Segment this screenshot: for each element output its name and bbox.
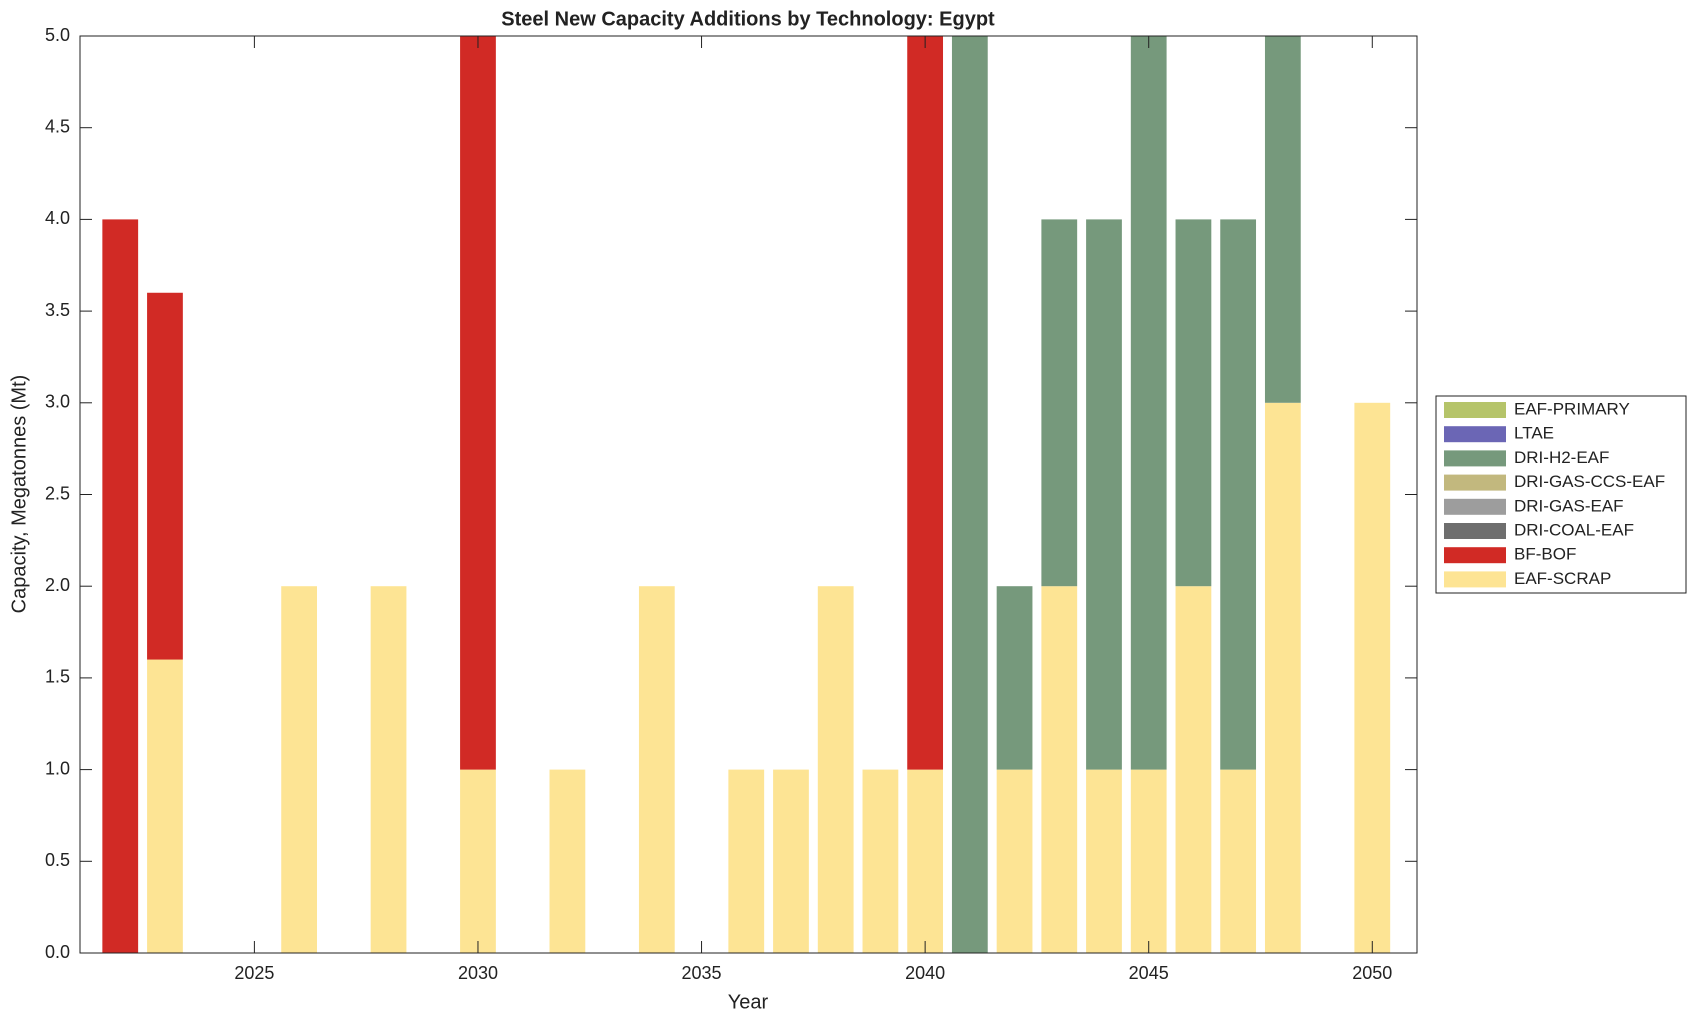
legend-swatch xyxy=(1444,402,1506,418)
bar-segment xyxy=(147,292,183,660)
legend-swatch xyxy=(1444,450,1506,467)
bar-segment xyxy=(1354,402,1391,953)
bar-segment xyxy=(1175,586,1212,953)
bar-segment xyxy=(862,769,899,953)
bar-segment xyxy=(907,769,944,953)
bars xyxy=(102,36,1391,953)
chart-title: Steel New Capacity Additions by Technolo… xyxy=(501,8,995,30)
legend-label: DRI-GAS-EAF xyxy=(1514,496,1624,515)
bar-segment xyxy=(460,36,496,770)
y-tick-label: 0.5 xyxy=(45,850,70,870)
bar-segment xyxy=(773,769,809,953)
y-tick-label: 1.5 xyxy=(45,667,70,687)
legend: EAF-PRIMARY LTAE DRI-H2-EAF DRI-GAS-CCS-EAF… xyxy=(1435,395,1687,594)
bar-segment xyxy=(638,586,675,953)
legend-label: DRI-COAL-EAF xyxy=(1514,520,1634,539)
y-tick-label: 1.0 xyxy=(45,758,70,778)
y-tick-label: 5.0 xyxy=(45,25,70,45)
x-tick-label: 2035 xyxy=(682,963,722,983)
x-tick-label: 2045 xyxy=(1129,963,1169,983)
legend-label: DRI-H2-EAF xyxy=(1514,448,1609,467)
bar-segment xyxy=(907,36,944,770)
legend-swatch xyxy=(1444,571,1506,588)
bar-segment xyxy=(370,586,407,953)
bar-segment xyxy=(102,219,139,953)
bar-segment xyxy=(460,769,496,953)
y-axis-label: Capacity, Megatonnes (Mt) xyxy=(8,375,30,614)
y-tick-label: 2.0 xyxy=(45,575,70,595)
legend-swatch xyxy=(1444,523,1506,539)
x-tick-label: 2025 xyxy=(234,963,274,983)
bar-segment xyxy=(728,769,765,953)
bar-segment xyxy=(1220,769,1257,953)
x-tick-label: 2030 xyxy=(458,963,498,983)
legend-swatch xyxy=(1444,547,1506,564)
bar-segment xyxy=(1086,769,1122,953)
bar-segment xyxy=(147,659,183,953)
legend-swatch xyxy=(1444,474,1506,491)
bar-segment xyxy=(1175,219,1212,587)
x-tick-label: 2050 xyxy=(1352,963,1392,983)
bar-segment xyxy=(1086,219,1122,770)
y-tick-label: 2.5 xyxy=(45,483,70,503)
bar-segment xyxy=(1264,36,1301,403)
bar-segment xyxy=(817,586,854,953)
bar-segment xyxy=(1041,586,1078,953)
legend-label: DRI-GAS-CCS-EAF xyxy=(1514,472,1665,491)
bar-segment xyxy=(1130,769,1167,953)
legend-label: EAF-SCRAP xyxy=(1514,569,1611,588)
legend-swatch xyxy=(1444,426,1506,443)
bar-segment xyxy=(951,36,988,953)
bar-segment xyxy=(1264,402,1301,953)
bar-segment xyxy=(996,769,1033,953)
bar-segment xyxy=(549,769,586,953)
x-axis-label: Year xyxy=(728,991,769,1013)
y-tick-label: 4.0 xyxy=(45,208,70,228)
legend-swatch xyxy=(1444,498,1506,515)
legend-label: LTAE xyxy=(1514,424,1554,443)
y-tick-label: 0.0 xyxy=(45,942,70,962)
y-tick-label: 3.5 xyxy=(45,300,70,320)
bar-segment xyxy=(1220,219,1257,770)
x-tick-label: 2040 xyxy=(905,963,945,983)
bar-segment xyxy=(996,586,1033,770)
bar-segment xyxy=(1130,36,1167,770)
legend-label: BF-BOF xyxy=(1514,545,1576,564)
bar-segment xyxy=(281,586,317,953)
bar-segment xyxy=(1041,219,1078,587)
y-tick-label: 4.5 xyxy=(45,116,70,136)
legend-label: EAF-PRIMARY xyxy=(1514,399,1630,418)
y-tick-label: 3.0 xyxy=(45,392,70,412)
